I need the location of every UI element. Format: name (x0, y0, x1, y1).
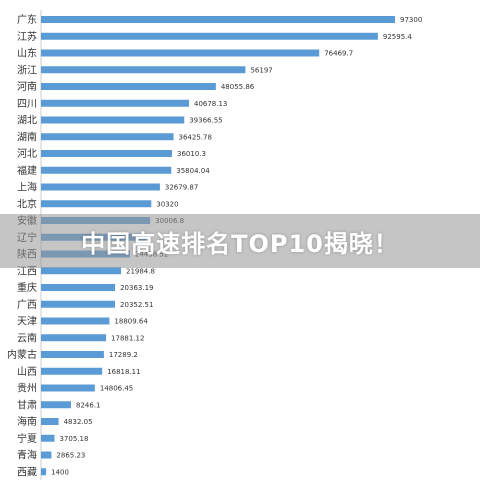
category-label: 湖南 (17, 130, 37, 143)
value-label: 14806.45 (100, 385, 133, 393)
bar (41, 267, 121, 275)
value-label: 8246.1 (76, 401, 101, 409)
category-label: 山西 (17, 366, 37, 378)
bar (41, 468, 47, 476)
bar (41, 133, 174, 141)
category-label: 浙江 (17, 64, 37, 76)
bar (41, 384, 95, 392)
category-label: 四川 (17, 99, 37, 110)
bar (41, 351, 104, 358)
category-label: 福建 (17, 164, 37, 177)
category-label: 贵州 (17, 382, 37, 395)
value-label: 20363.19 (120, 284, 153, 292)
value-label: 76469.7 (324, 50, 353, 58)
category-label: 河北 (17, 148, 37, 160)
bar (41, 116, 185, 124)
category-label: 云南 (17, 331, 37, 344)
value-label: 56197 (250, 66, 272, 74)
bar (41, 300, 116, 308)
category-label: 甘肃 (17, 398, 37, 411)
category-label: 江西 (17, 265, 37, 277)
bar (41, 451, 52, 459)
value-label: 92595.4 (383, 33, 412, 41)
bar (41, 200, 152, 208)
bar (41, 434, 55, 442)
value-label: 32679.87 (165, 184, 198, 192)
value-label: 36010.3 (177, 150, 206, 158)
category-label: 重庆 (17, 281, 37, 294)
category-label: 海南 (17, 415, 37, 428)
category-label: 山东 (17, 47, 37, 60)
bar (41, 66, 246, 74)
category-label: 广西 (17, 299, 37, 311)
value-label: 17289.2 (109, 351, 138, 359)
value-label: 18809.64 (114, 318, 148, 326)
title-banner: 中国高速排名TOP10揭晓！ (0, 214, 480, 268)
value-label: 39366.55 (189, 117, 222, 125)
category-label: 上海 (17, 181, 37, 194)
value-label: 36425.78 (179, 133, 212, 141)
category-label: 天津 (17, 316, 37, 328)
value-label: 48055.86 (221, 83, 255, 91)
bar (41, 418, 59, 425)
value-label: 1400 (51, 468, 69, 476)
value-label: 30320 (156, 200, 178, 208)
bar (41, 16, 395, 23)
category-label: 湖北 (17, 115, 37, 127)
bar (41, 317, 110, 325)
bar (41, 284, 116, 291)
value-label: 4832.05 (64, 418, 93, 426)
value-label: 97300 (400, 16, 422, 24)
bar (41, 183, 160, 191)
value-label: 16818.11 (107, 368, 140, 376)
value-label: 20352.51 (120, 301, 153, 309)
bar (41, 166, 172, 174)
value-label: 3705.18 (59, 435, 88, 443)
value-label: 2865.23 (56, 452, 85, 460)
category-label: 宁夏 (17, 432, 37, 445)
category-label: 内蒙古 (7, 348, 37, 361)
category-label: 北京 (17, 197, 37, 210)
value-label: 40678.13 (194, 100, 227, 108)
bar (41, 150, 173, 157)
bar (41, 367, 103, 375)
bar (41, 401, 72, 409)
bar (41, 49, 320, 57)
value-label: 21984.8 (126, 267, 155, 275)
category-label: 江苏 (17, 30, 37, 43)
value-label: 35804.04 (176, 167, 210, 175)
banner-title: 中国高速排名TOP10揭晓！ (81, 229, 399, 258)
value-label: 17881.12 (111, 334, 144, 342)
bar (41, 99, 189, 107)
bar (41, 334, 107, 342)
bar (41, 32, 378, 40)
bar (41, 83, 216, 90)
category-label: 河南 (17, 80, 37, 93)
category-label: 西藏 (17, 466, 37, 478)
category-label: 青海 (17, 449, 37, 462)
category-label: 广东 (17, 13, 37, 26)
